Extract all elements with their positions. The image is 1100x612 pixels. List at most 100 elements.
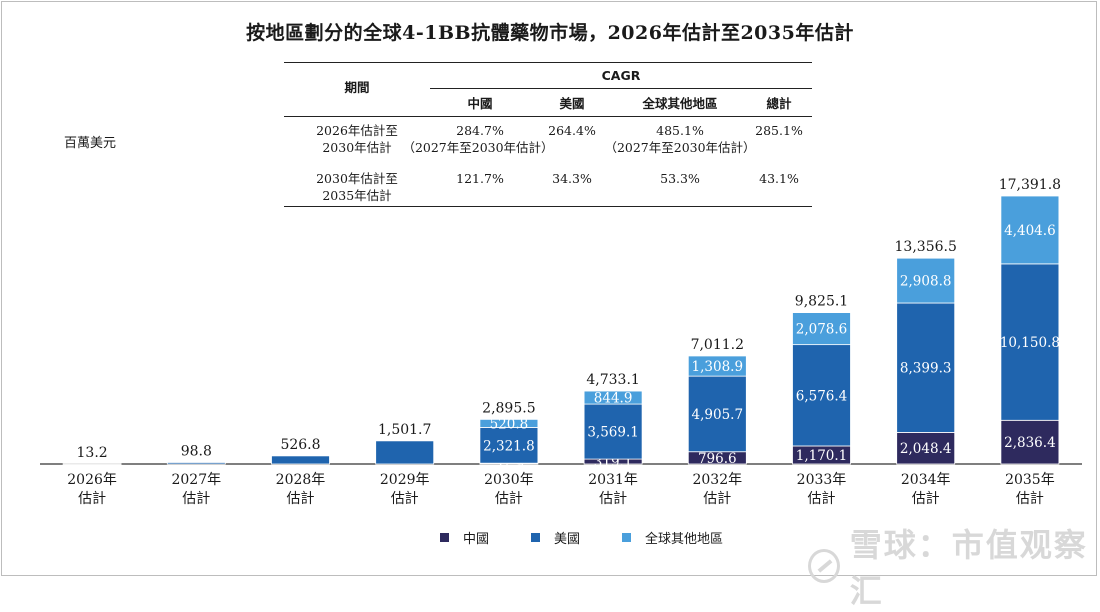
row1-total: 285.1%: [755, 123, 803, 138]
total-label-2: 526.8: [280, 437, 320, 453]
bar-usa-5: [583, 403, 643, 460]
x-tick-label-2-0: 2028年: [276, 472, 326, 488]
data-label-usa-6: 4,905.7: [692, 407, 744, 423]
x-tick-label-0-1: 估計: [78, 491, 106, 507]
col-header-usa: 美國: [559, 96, 585, 111]
data-label-china-8: 2,048.4: [900, 441, 952, 457]
total-label-7: 9,825.1: [795, 294, 848, 310]
legend-swatch-usa: [531, 533, 541, 542]
x-tick-label-1-1: 估計: [182, 491, 210, 507]
row2-period-line2: 2035年估計: [322, 188, 392, 203]
total-label-9: 17,391.8: [999, 177, 1061, 193]
bar-usa-9: [1000, 263, 1060, 421]
bar-usa-4: [479, 427, 539, 464]
table-rule-bottom: [284, 206, 812, 207]
x-tick-label-8-1: 估計: [912, 491, 940, 507]
legend-item-usa: 美國: [531, 528, 580, 547]
watermark-text: 雪球：市值观察汇: [849, 526, 1088, 610]
x-tick-label-4-1: 估計: [495, 491, 523, 507]
row1-period-line1: 2026年估計至: [316, 123, 398, 138]
total-label-0: 13.2: [77, 445, 108, 461]
data-label-rest-9: 4,404.6: [1004, 223, 1056, 239]
data-label-usa-8: 8,399.3: [900, 361, 952, 377]
legend-label-rest: 全球其他地區: [645, 532, 724, 547]
x-tick-label-7-1: 估計: [808, 491, 836, 507]
snowball-logo-icon: [808, 549, 840, 583]
bar-rest-9: [1000, 195, 1060, 265]
data-label-china-7: 1,170.1: [796, 448, 848, 464]
table-rule-mid: [430, 88, 812, 89]
data-label-usa-4: 2,321.8: [483, 438, 535, 454]
col-header-total: 總計: [766, 96, 792, 111]
row2-china: 121.7%: [456, 171, 504, 186]
x-tick-label-8-0: 2034年: [901, 472, 951, 488]
bar-china-9: [1000, 419, 1060, 465]
legend-label-china: 中國: [463, 532, 490, 547]
row1-period-line2: 2030年估計: [322, 140, 392, 155]
unit-label: 百萬美元: [64, 136, 117, 151]
x-tick-label-6-0: 2032年: [692, 472, 742, 488]
bar-usa-3: [375, 440, 435, 465]
watermark: 雪球：市值观察汇: [808, 520, 1100, 612]
row2-usa: 34.3%: [552, 171, 592, 186]
x-tick-label-9-0: 2035年: [1005, 472, 1055, 488]
data-label-rest-8: 2,908.8: [900, 274, 952, 290]
table-rule-header: [284, 116, 812, 117]
cagr-header: CAGR: [601, 68, 641, 83]
x-tick-label-9-1: 估計: [1016, 491, 1044, 507]
x-tick-label-3-0: 2029年: [380, 472, 430, 488]
col-header-rest: 全球其他地區: [642, 96, 718, 111]
data-label-china-6: 796.6: [698, 451, 737, 467]
x-tick-label-2-1: 估計: [287, 491, 315, 507]
data-label-usa-5: 3,569.1: [587, 425, 639, 441]
total-label-5: 4,733.1: [586, 372, 639, 388]
bar-rest-5: [583, 390, 643, 405]
legend: 中國 美國 全球其他地區: [440, 528, 765, 547]
data-label-rest-4: 520.8: [490, 416, 529, 432]
x-tick-label-0-0: 2026年: [67, 472, 117, 488]
legend-item-china: 中國: [440, 528, 489, 547]
x-tick-label-7-0: 2033年: [797, 472, 847, 488]
bar-usa-2: [271, 455, 330, 465]
data-label-rest-6: 1,308.9: [692, 359, 744, 375]
table-rule-top: [284, 62, 812, 63]
x-tick-label-5-0: 2031年: [588, 472, 638, 488]
chart-frame: [1, 1, 1097, 576]
row1-rest-note: （2027年至2030年估計）: [604, 140, 756, 155]
bar-rest-4: [479, 418, 539, 428]
bar-china-8: [896, 432, 956, 465]
row2-rest: 53.3%: [660, 171, 700, 186]
bar-rest-6: [687, 355, 747, 377]
bar-usa-1: [166, 462, 226, 465]
bar-rest-8: [896, 257, 956, 304]
chart-title: 按地區劃分的全球4-1BB抗體藥物市場，2026年估計至2035年估計: [246, 22, 854, 44]
total-label-4: 2,895.5: [482, 400, 535, 416]
bar-rest-7: [792, 312, 851, 346]
x-tick-label-4-0: 2030年: [484, 472, 534, 488]
data-label-china-9: 2,836.4: [1004, 435, 1056, 451]
data-label-rest-7: 2,078.6: [796, 322, 848, 338]
bar-usa-7: [792, 344, 851, 447]
total-label-1: 98.8: [181, 443, 212, 459]
x-tick-label-6-1: 估計: [703, 491, 731, 507]
col-header-china: 中國: [467, 96, 493, 111]
x-tick-label-5-1: 估計: [599, 491, 627, 507]
x-tick-label-3-1: 估計: [391, 491, 419, 507]
bar-usa-8: [896, 302, 956, 433]
data-label-rest-5: 844.9: [594, 391, 633, 407]
data-label-usa-7: 6,576.4: [796, 388, 848, 404]
row2-total: 43.1%: [759, 171, 799, 186]
row2-period-line1: 2030年估計至: [316, 171, 398, 186]
x-tick-label-1-0: 2027年: [171, 472, 221, 488]
legend-item-rest: 全球其他地區: [622, 528, 723, 547]
total-label-3: 1,501.7: [378, 422, 431, 438]
row1-china: 284.7%: [456, 123, 504, 138]
bar-usa-0: [62, 463, 122, 465]
legend-swatch-rest: [622, 533, 632, 542]
bar-usa-6: [687, 375, 747, 453]
total-label-8: 13,356.5: [895, 239, 957, 255]
row1-rest: 485.1%: [656, 123, 704, 138]
total-label-6: 7,011.2: [691, 337, 744, 353]
legend-label-usa: 美國: [554, 532, 581, 547]
